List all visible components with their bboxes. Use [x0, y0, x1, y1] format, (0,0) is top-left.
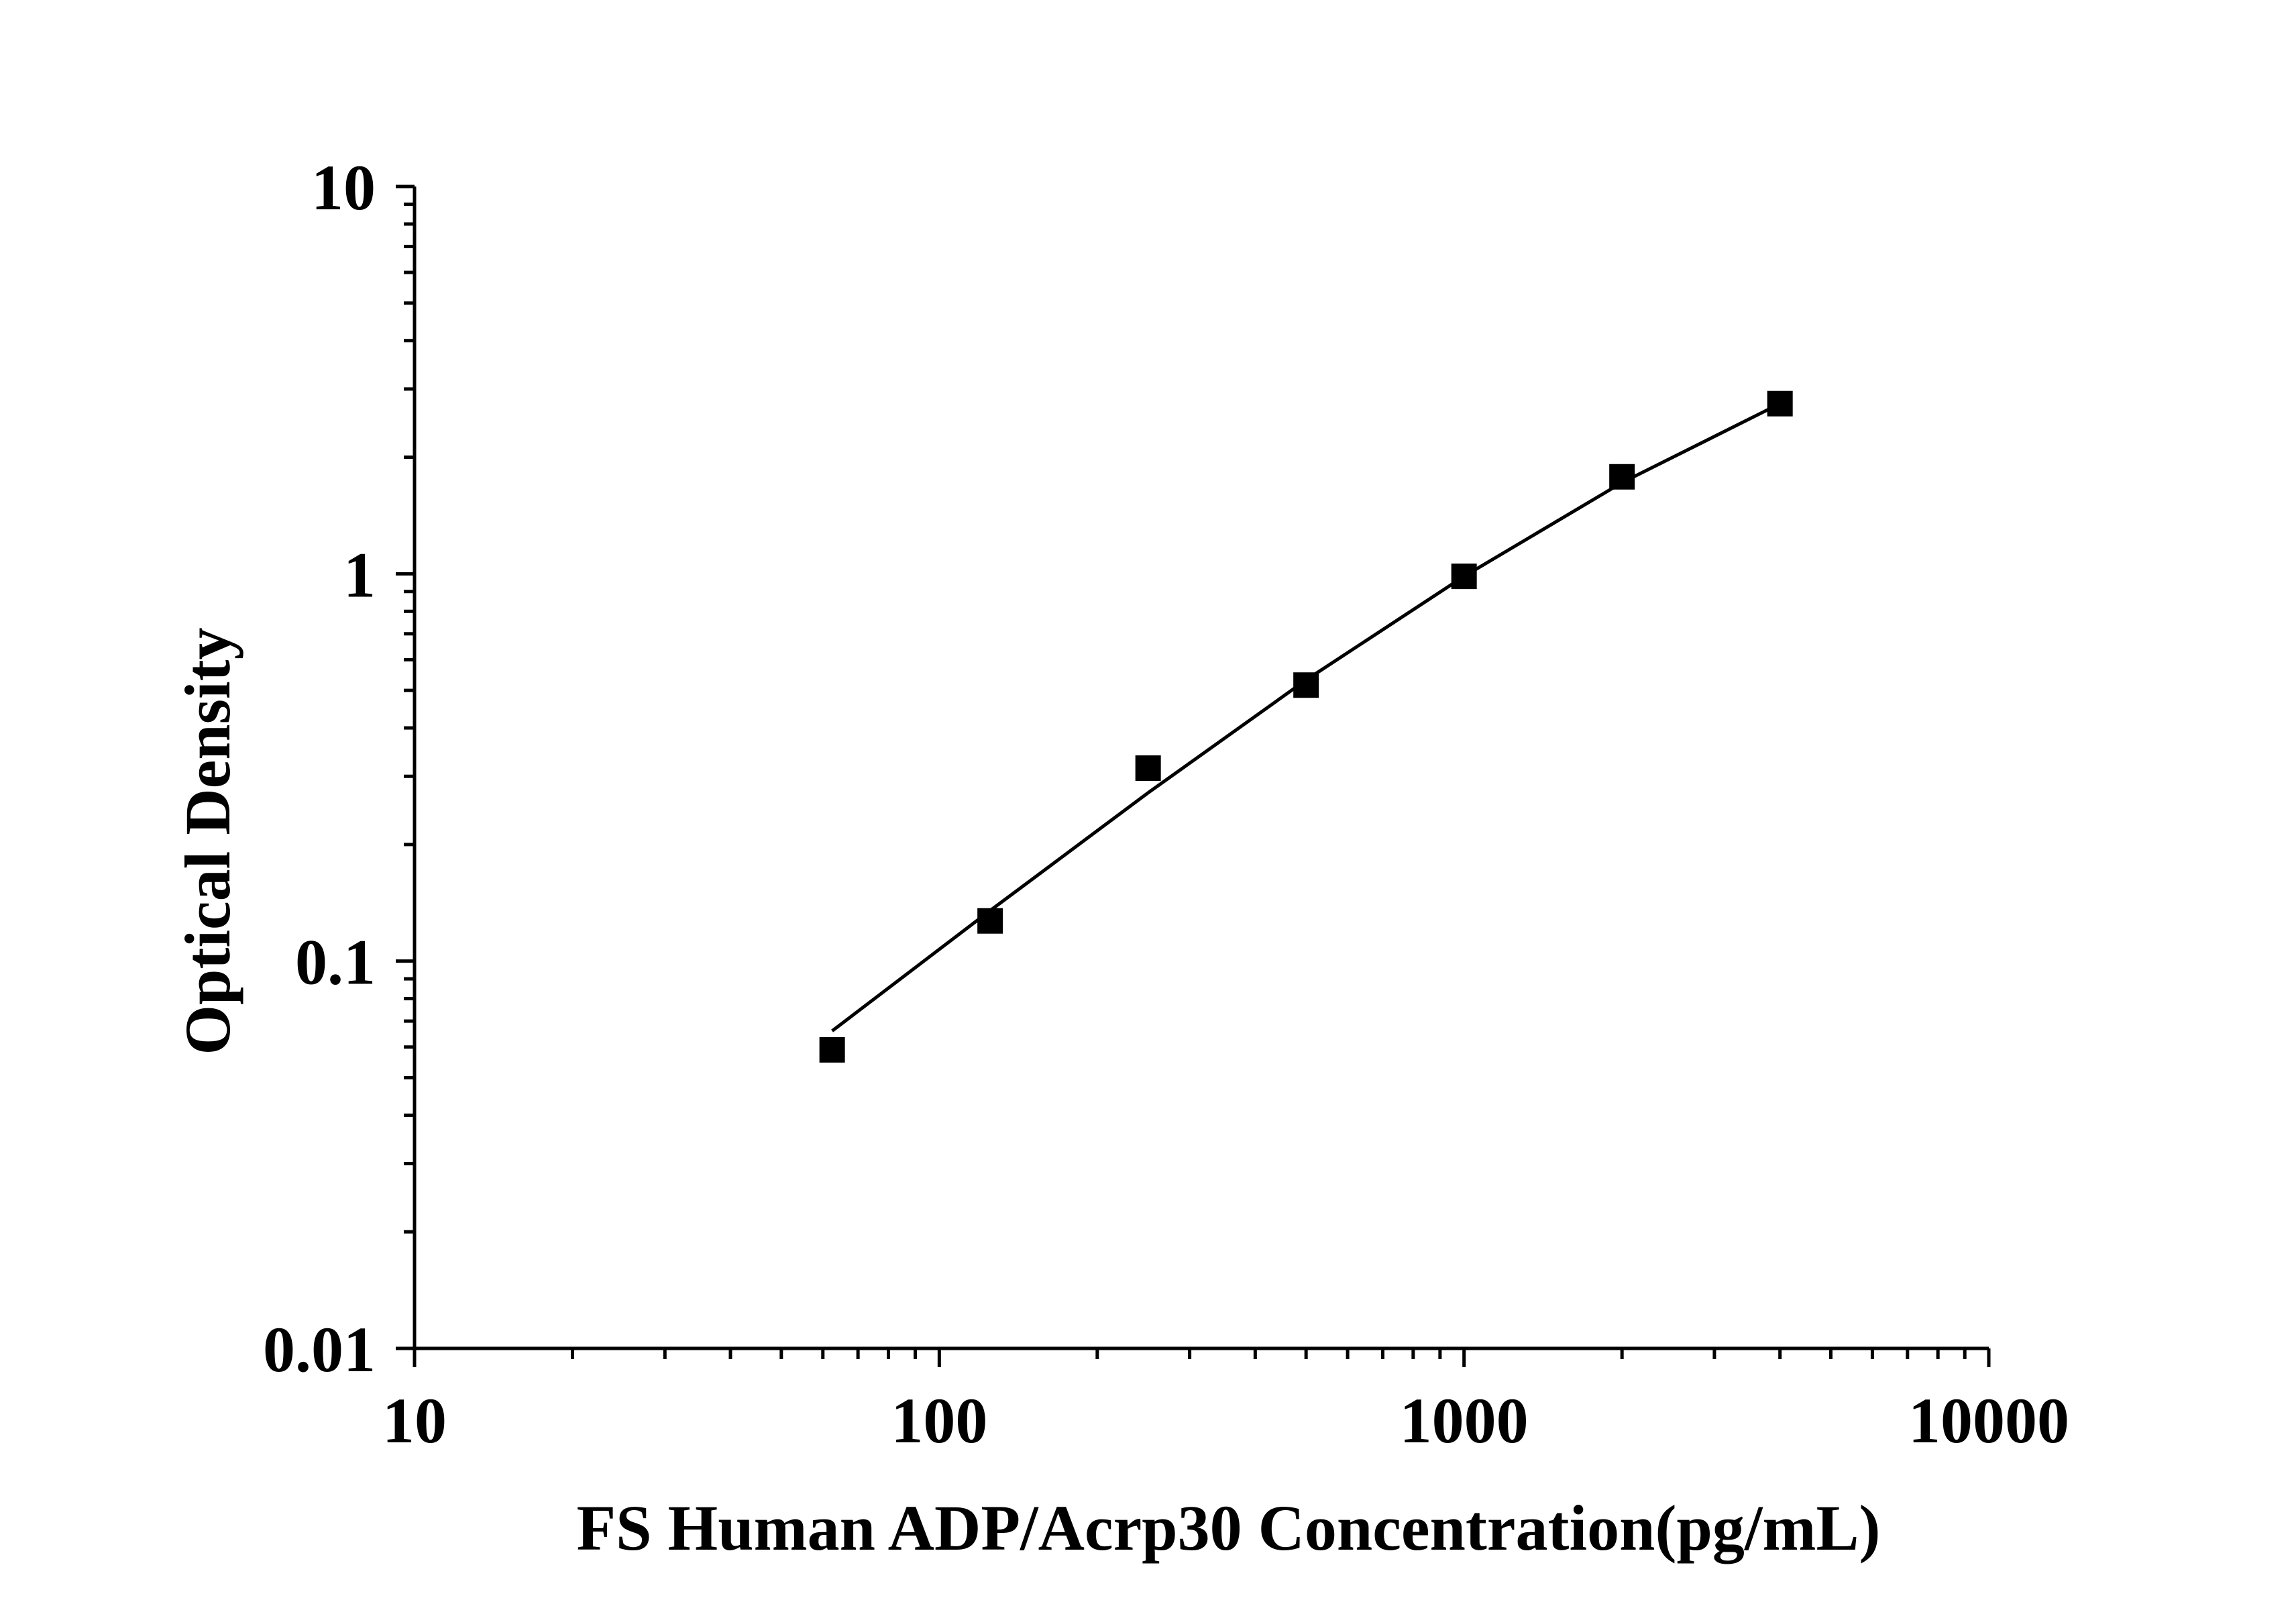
- data-point: [819, 1036, 845, 1063]
- fit-line-group: [831, 402, 1781, 1032]
- data-point: [1609, 464, 1635, 490]
- x-tick-label: 100: [891, 1385, 987, 1456]
- data-point: [977, 908, 1003, 934]
- x-tick-label: 1000: [1400, 1385, 1529, 1456]
- data-points-group: [819, 390, 1793, 1063]
- data-point: [1767, 390, 1793, 417]
- data-point: [1293, 672, 1319, 698]
- fit-line: [831, 402, 1781, 1032]
- data-point: [1451, 564, 1477, 590]
- x-tick-label: 10000: [1908, 1385, 2069, 1456]
- tick-labels-group: 10 100 1000 10000 0.01 0.1 1 10: [263, 152, 2069, 1456]
- data-point: [1135, 755, 1161, 781]
- y-tick-label: 10: [311, 152, 376, 223]
- x-tick-label: 10: [382, 1385, 447, 1456]
- y-axis-title: Optical Density: [172, 627, 243, 1055]
- y-tick-label: 0.01: [263, 1314, 376, 1385]
- x-axis-title: FS Human ADP/Acrp30 Concentration(pg/mL): [577, 1492, 1881, 1564]
- y-tick-label: 1: [343, 539, 376, 610]
- y-tick-label: 0.1: [295, 926, 376, 998]
- axes: [396, 184, 1991, 1367]
